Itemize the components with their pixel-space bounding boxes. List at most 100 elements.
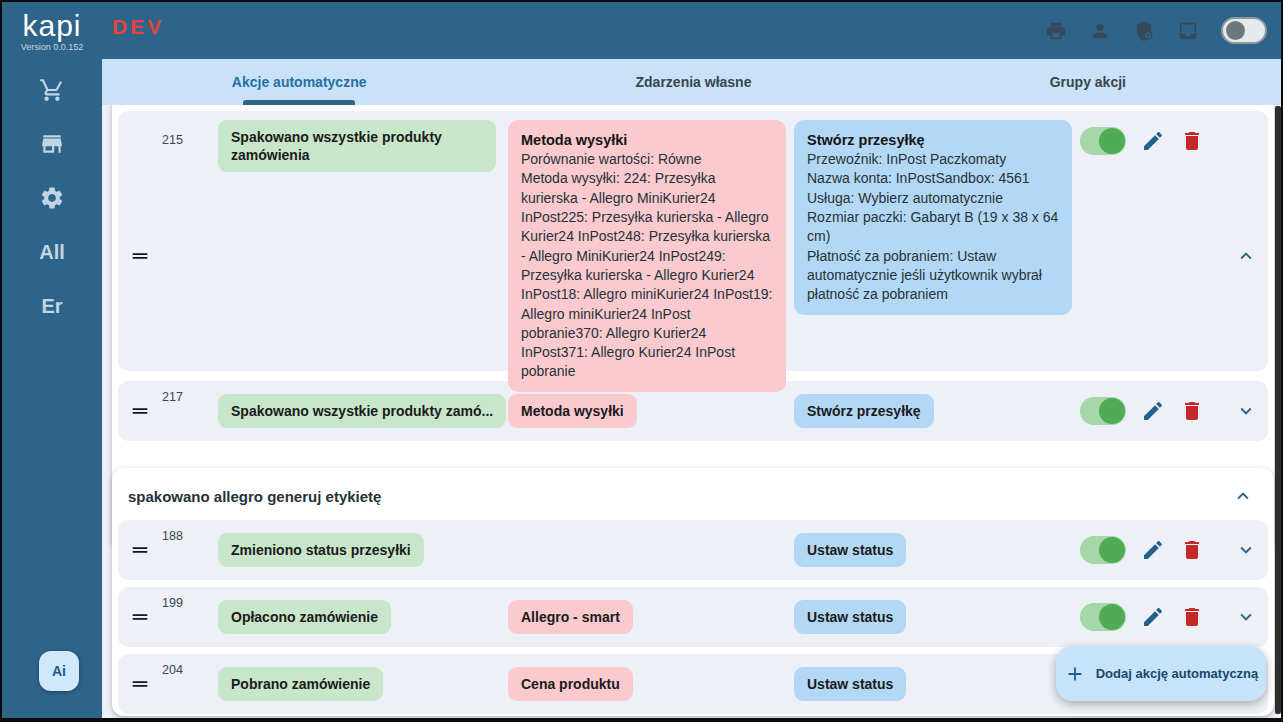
- printer-icon: [1045, 20, 1067, 42]
- edit-button[interactable]: [1141, 605, 1165, 629]
- action-badge: Ustaw status: [794, 600, 906, 634]
- automation-row-188: 188 Zmieniono status przesyłki Ustaw sta…: [118, 520, 1268, 580]
- pencil-icon: [1141, 605, 1165, 629]
- row-id: 215: [162, 120, 212, 147]
- event-badge: Opłacono zamówienie: [218, 600, 391, 634]
- plus-icon: [1064, 663, 1086, 685]
- condition-block: Metoda wysyłki Porównanie wartości: Równ…: [508, 120, 786, 392]
- sidebar-item-all[interactable]: All: [2, 225, 102, 279]
- action-badge: Ustaw status: [794, 533, 906, 567]
- event-badge: Zmieniono status przesyłki: [218, 533, 424, 567]
- edit-button[interactable]: [1141, 129, 1165, 153]
- delete-button[interactable]: [1180, 538, 1204, 562]
- condition-badge: Metoda wysyłki: [508, 394, 637, 428]
- pencil-icon: [1141, 399, 1165, 423]
- automation-row-199: 199 Opłacono zamówienie Allegro - smart …: [118, 587, 1268, 647]
- toggle-knob: [1099, 128, 1125, 154]
- chevron-up-icon: [1235, 245, 1257, 267]
- sidebar-item-settings[interactable]: [2, 171, 102, 225]
- edit-button[interactable]: [1141, 399, 1165, 423]
- drag-handle[interactable]: [118, 673, 162, 695]
- sidebar-item-orders[interactable]: [2, 63, 102, 117]
- condition-details: Porównanie wartości: Równe Metoda wysyłk…: [521, 150, 773, 382]
- trash-icon: [1180, 399, 1204, 423]
- sidebar-item-store[interactable]: [2, 117, 102, 171]
- event-badge: Spakowano wszystkie produkty zamówienia: [218, 120, 496, 172]
- cart-icon: [39, 77, 65, 103]
- main-content: 215 Spakowano wszystkie produkty zamówie…: [102, 105, 1279, 718]
- condition-badge: Allegro - smart: [508, 600, 633, 634]
- action-title: Stwórz przesyłkę: [807, 130, 1059, 150]
- condition-badge: Cena produktu: [508, 667, 633, 701]
- user-icon: [1089, 20, 1111, 42]
- trash-icon: [1180, 538, 1204, 562]
- row-controls: [1078, 397, 1224, 425]
- drag-handle-icon: [129, 400, 151, 422]
- user-button[interactable]: [1089, 20, 1111, 42]
- env-badge: DEV: [112, 15, 164, 39]
- vertical-scrollbar[interactable]: [1275, 106, 1281, 714]
- sidebar-item-er[interactable]: Er: [2, 279, 102, 333]
- action-block: Stwórz przesyłkę Przewoźnik: InPost Pacz…: [794, 120, 1072, 315]
- app-logo: kapi: [2, 11, 102, 41]
- drag-handle-icon: [129, 673, 151, 695]
- trash-icon: [1180, 129, 1204, 153]
- collapse-button[interactable]: [1235, 245, 1257, 267]
- drag-handle-icon: [129, 539, 151, 561]
- toggle-knob: [1099, 398, 1125, 424]
- enabled-toggle[interactable]: [1080, 603, 1126, 631]
- inbox-button[interactable]: [1177, 20, 1199, 42]
- version-label: Version 0.0.152: [2, 42, 102, 52]
- pencil-icon: [1141, 129, 1165, 153]
- store-icon: [39, 131, 65, 157]
- row-id: 217: [162, 381, 212, 404]
- row-id: 188: [162, 520, 212, 543]
- tab-akcje-automatyczne[interactable]: Akcje automatyczne: [102, 59, 496, 105]
- tab-zdarzenia-wlasne[interactable]: Zdarzenia własne: [496, 59, 890, 105]
- chevron-up-icon: [1232, 485, 1254, 507]
- admin-button[interactable]: [1133, 20, 1155, 42]
- tab-grupy-akcji[interactable]: Grupy akcji: [891, 59, 1283, 105]
- toggle-knob: [1099, 537, 1125, 563]
- dark-mode-toggle[interactable]: [1221, 17, 1267, 44]
- row-id: 199: [162, 587, 212, 610]
- event-badge: Pobrano zamówienie: [218, 667, 383, 701]
- sidebar: All Er Ai: [2, 59, 102, 718]
- shield-user-icon: [1133, 20, 1155, 42]
- automation-row-215: 215 Spakowano wszystkie produkty zamówie…: [118, 111, 1268, 371]
- top-bar: kapi Version 0.0.152 DEV: [2, 2, 1281, 59]
- group-collapse-button[interactable]: [1232, 485, 1254, 507]
- print-button[interactable]: [1045, 20, 1067, 42]
- row-controls: [1078, 536, 1224, 564]
- ai-button[interactable]: Ai: [39, 651, 79, 691]
- delete-button[interactable]: [1180, 399, 1204, 423]
- inbox-icon: [1177, 20, 1199, 42]
- delete-button[interactable]: [1180, 129, 1204, 153]
- expand-button[interactable]: [1235, 539, 1257, 561]
- delete-button[interactable]: [1180, 605, 1204, 629]
- expand-button[interactable]: [1235, 400, 1257, 422]
- edit-button[interactable]: [1141, 538, 1165, 562]
- drag-handle[interactable]: [118, 539, 162, 561]
- expand-button[interactable]: [1235, 606, 1257, 628]
- toggle-knob: [1226, 21, 1245, 40]
- toggle-knob: [1099, 604, 1125, 630]
- drag-handle[interactable]: [118, 400, 162, 422]
- drag-handle[interactable]: [118, 245, 162, 267]
- drag-handle-icon: [129, 606, 151, 628]
- action-badge: Stwórz przesyłkę: [794, 394, 934, 428]
- logo-block: kapi Version 0.0.152: [2, 9, 102, 52]
- enabled-toggle[interactable]: [1080, 536, 1126, 564]
- drag-handle[interactable]: [118, 606, 162, 628]
- gear-icon: [39, 185, 65, 211]
- add-automation-button[interactable]: Dodaj akcję automatyczną: [1056, 646, 1266, 701]
- row-id: 204: [162, 654, 212, 677]
- enabled-toggle[interactable]: [1080, 127, 1126, 155]
- trash-icon: [1180, 605, 1204, 629]
- enabled-toggle[interactable]: [1080, 397, 1126, 425]
- action-details: Przewoźnik: InPost Paczkomaty Nazwa kont…: [807, 150, 1059, 305]
- chevron-down-icon: [1235, 539, 1257, 561]
- tab-bar: Akcje automatyczne Zdarzenia własne Grup…: [102, 59, 1283, 105]
- row-controls: [1078, 120, 1224, 155]
- chevron-down-icon: [1235, 606, 1257, 628]
